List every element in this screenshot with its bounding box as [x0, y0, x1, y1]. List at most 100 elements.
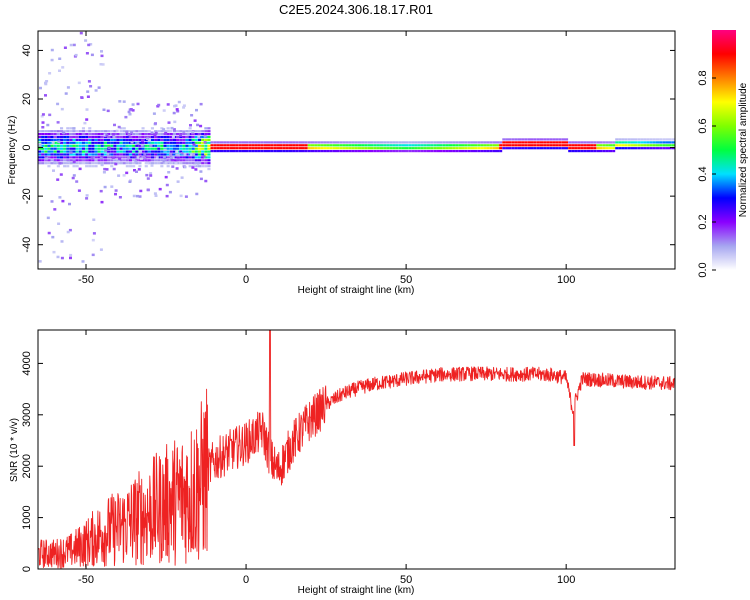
heatmap-cell	[257, 141, 261, 144]
heatmap-cell	[44, 130, 48, 133]
heatmap-cell	[124, 115, 128, 119]
heatmap-cell	[119, 147, 123, 150]
heatmap-cell	[122, 159, 126, 162]
heatmap-cell	[439, 144, 443, 147]
heatmap-cell	[176, 162, 180, 165]
heatmap-cell	[92, 232, 96, 235]
heatmap-cell	[373, 144, 377, 147]
heatmap-cell	[100, 133, 104, 136]
heatmap-cell	[198, 138, 202, 141]
heatmap-cell	[119, 141, 123, 144]
heatmap-cell	[527, 144, 531, 147]
heatmap-cell	[50, 48, 54, 52]
heatmap-cell	[150, 133, 154, 136]
heatmap-cell	[110, 165, 114, 168]
heatmap-cell	[44, 153, 48, 156]
heatmap-cell	[67, 160, 71, 164]
heatmap-cell	[47, 153, 51, 156]
heatmap-cell	[166, 159, 170, 162]
heatmap-cell	[461, 150, 465, 153]
heatmap-cell	[63, 153, 67, 156]
heatmap-cell	[342, 141, 346, 144]
heatmap-cell	[634, 147, 638, 150]
heatmap-cell	[386, 144, 390, 147]
heatmap-cell	[561, 147, 565, 150]
heatmap-cell	[608, 141, 612, 144]
heatmap-cell	[38, 153, 42, 156]
heatmap-cell	[153, 133, 157, 137]
heatmap-cell	[304, 141, 308, 144]
heatmap-cell	[204, 150, 208, 153]
heatmap-cell	[235, 144, 239, 147]
heatmap-cell	[203, 141, 207, 144]
heatmap-cell	[41, 153, 45, 156]
heatmap-cell	[154, 138, 158, 141]
heatmap-cell	[56, 153, 60, 156]
heatmap-cell	[358, 144, 362, 147]
heatmap-cell	[207, 150, 211, 153]
heatmap-cell	[52, 250, 56, 254]
heatmap-cell	[69, 144, 73, 147]
heatmap-cell	[565, 147, 569, 150]
heatmap-cell	[276, 147, 280, 150]
heatmap-cell	[213, 150, 217, 153]
heatmap-cell	[336, 147, 340, 150]
heatmap-cell	[618, 144, 622, 147]
heatmap-cell	[149, 172, 153, 175]
heatmap-cell	[38, 138, 42, 141]
heatmap-cell	[81, 130, 85, 133]
heatmap-cell	[75, 162, 79, 165]
heatmap-cell	[624, 141, 628, 144]
heatmap-cell	[627, 141, 631, 144]
heatmap-cell	[47, 144, 51, 147]
heatmap-cell	[116, 135, 120, 139]
heatmap-cell	[216, 147, 220, 150]
heatmap-cell	[147, 150, 151, 153]
heatmap-cell	[276, 144, 280, 147]
heatmap-cell	[464, 150, 468, 153]
heatmap-cell	[141, 133, 145, 136]
heatmap-cell	[354, 141, 358, 144]
heatmap-cell	[656, 147, 660, 150]
heatmap-cell	[160, 135, 164, 139]
heatmap-cell	[263, 147, 267, 150]
heatmap-cell	[668, 147, 672, 150]
heatmap-cell	[162, 155, 166, 158]
heatmap-cell	[395, 144, 399, 147]
heatmap-cell	[116, 138, 120, 141]
heatmap-cell	[163, 148, 167, 152]
heatmap-cell	[129, 108, 133, 111]
heatmap-cell	[568, 150, 572, 153]
heatmap-cell	[194, 162, 198, 165]
heatmap-cell	[81, 159, 85, 162]
heatmap-cell	[213, 144, 217, 147]
heatmap-cell	[118, 100, 122, 103]
heatmap-cell	[100, 147, 104, 150]
heatmap-cell	[508, 138, 512, 141]
heatmap-cell	[75, 150, 79, 153]
heatmap-cell	[72, 135, 76, 139]
heatmap-cell	[499, 150, 503, 153]
heatmap-cell	[204, 147, 208, 150]
heatmap-cell	[539, 147, 543, 150]
heatmap-cell	[75, 180, 79, 183]
heatmap-cell	[364, 147, 368, 150]
heatmap-cell	[106, 109, 110, 113]
heatmap-cell	[78, 167, 82, 171]
heatmap-cell	[119, 135, 123, 139]
heatmap-cell	[125, 135, 129, 139]
heatmap-cell	[150, 141, 154, 144]
heatmap-cell	[71, 176, 75, 180]
heatmap-cell	[207, 168, 211, 171]
heatmap-cell	[56, 147, 60, 150]
heatmap-cell	[605, 147, 609, 150]
heatmap-cell	[171, 159, 175, 162]
heatmap-cell	[505, 147, 509, 150]
heatmap-cell	[420, 150, 424, 153]
heatmap-cell	[659, 141, 663, 144]
heatmap-cell	[358, 141, 362, 144]
heatmap-cell	[339, 144, 343, 147]
heatmap-cell	[47, 165, 51, 168]
heatmap-cell	[640, 144, 644, 147]
